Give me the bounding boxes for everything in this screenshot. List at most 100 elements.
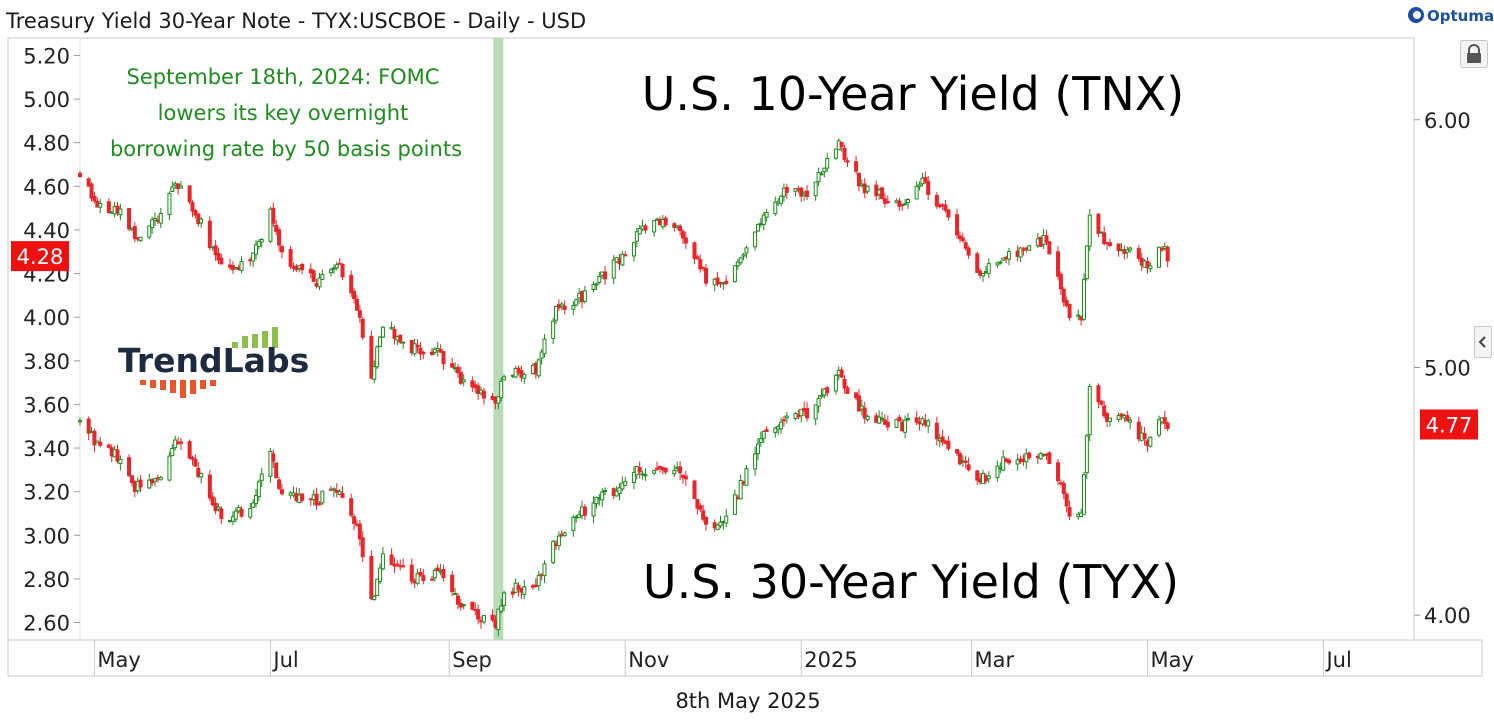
candle [623, 251, 628, 257]
left-axis-tick-label: 3.00 [23, 524, 70, 548]
candle [698, 254, 703, 273]
candle [695, 254, 700, 260]
candle [429, 576, 434, 581]
candle [349, 270, 354, 297]
candle [805, 185, 810, 201]
candle [132, 222, 137, 243]
candle [1107, 417, 1112, 428]
candle [389, 321, 394, 330]
candle [784, 183, 789, 199]
candle [516, 581, 521, 597]
candle [372, 360, 377, 384]
candle [274, 219, 279, 236]
candle [207, 216, 212, 251]
candle [957, 231, 962, 243]
candle [833, 148, 838, 160]
candle [966, 245, 971, 259]
candle [510, 587, 515, 599]
candle [1018, 246, 1023, 263]
candle [259, 237, 264, 248]
candle [966, 457, 971, 472]
candle [279, 244, 284, 259]
candle [744, 245, 749, 259]
candle [695, 498, 700, 515]
candle [340, 263, 345, 280]
candle [574, 298, 579, 307]
lock-button[interactable] [1460, 40, 1488, 68]
candle [923, 171, 928, 185]
candle [239, 256, 244, 274]
left-axis-ticks: 5.205.004.804.604.404.204.003.803.603.40… [23, 44, 80, 636]
candle [256, 479, 261, 502]
candle [981, 272, 986, 282]
candle [441, 564, 446, 582]
trendlabs-logo-text: TrendLabs [118, 341, 309, 380]
candle [591, 496, 596, 524]
candle [92, 428, 97, 453]
chart-title: Treasury Yield 30-Year Note - TYX:USCBOE… [5, 9, 586, 33]
candle [715, 272, 720, 287]
candle [963, 240, 968, 251]
candle [1024, 448, 1029, 470]
tnx-last-value: 4.28 [17, 245, 64, 269]
candle [490, 609, 495, 623]
annotation-line-2: lowers its key overnight [158, 101, 409, 125]
candle [1102, 226, 1107, 246]
collapse-panel-button[interactable] [1474, 326, 1492, 358]
plot-area[interactable] [7, 37, 1415, 641]
candle [153, 477, 158, 487]
x-axis-tick-label: Sep [452, 648, 492, 672]
candle [577, 510, 582, 519]
candle [372, 594, 377, 601]
left-axis-tick-label: 3.40 [23, 437, 70, 461]
candle [995, 261, 1000, 268]
candle [536, 358, 541, 379]
candle [1136, 416, 1141, 443]
x-axis-tick-label: Mar [974, 648, 1014, 672]
left-axis-tick-label: 4.80 [23, 132, 70, 156]
candle [432, 567, 437, 582]
candle [375, 345, 380, 370]
candle [331, 264, 336, 274]
candle [450, 570, 455, 597]
candle [522, 579, 527, 600]
candle [375, 578, 380, 597]
candle [594, 496, 599, 509]
candle [735, 259, 740, 270]
candle [1162, 410, 1167, 430]
x-axis-tick-label: Jul [271, 648, 298, 672]
candle [845, 385, 850, 394]
date-axis[interactable] [7, 639, 1483, 677]
candle [741, 252, 746, 261]
candle [138, 475, 143, 493]
candle [1056, 246, 1061, 281]
candle [652, 220, 657, 237]
candle [435, 564, 440, 572]
candle [732, 489, 737, 515]
candle [401, 558, 406, 568]
candle [438, 344, 443, 354]
candle [357, 519, 362, 547]
candle [389, 548, 394, 566]
candle [337, 488, 342, 496]
candle [1165, 245, 1170, 268]
candle [496, 608, 501, 637]
candle [865, 185, 870, 195]
candle [1058, 271, 1063, 296]
candle [380, 546, 385, 571]
left-axis-tick-label: 3.20 [23, 481, 70, 505]
candle [248, 503, 253, 520]
candle [401, 341, 406, 349]
candle [320, 490, 325, 505]
candle [724, 508, 729, 528]
candle [819, 388, 824, 399]
candle [334, 261, 339, 271]
candle [663, 215, 668, 228]
candle [259, 467, 264, 487]
candle [637, 224, 642, 235]
candle [1047, 241, 1052, 255]
candle [216, 247, 221, 265]
candle [779, 195, 784, 207]
candle [176, 183, 181, 195]
candle [1015, 453, 1020, 471]
